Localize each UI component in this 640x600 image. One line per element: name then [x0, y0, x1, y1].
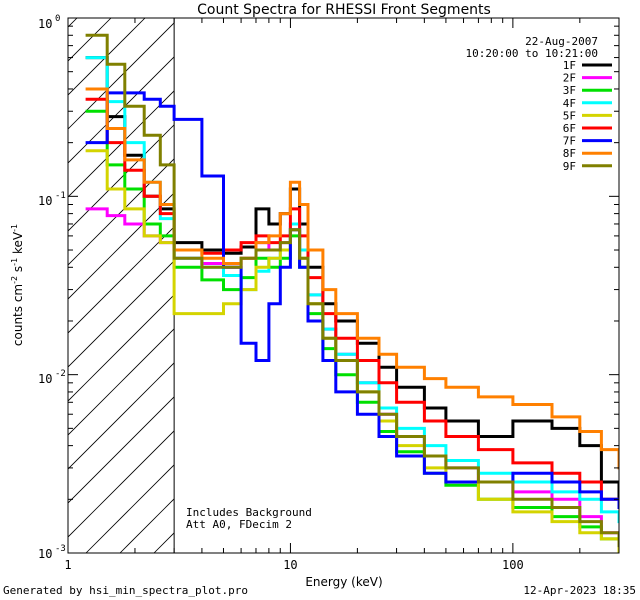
svg-text:10: 10: [38, 17, 52, 31]
series-line-9F: [85, 33, 619, 548]
svg-text:10: 10: [38, 547, 52, 561]
x-tick-label: 1: [64, 558, 71, 572]
hatch-line: [68, 396, 175, 504]
x-tick-label: 10: [283, 558, 297, 572]
legend-label: 5F: [563, 109, 576, 122]
footer-generated-by: Generated by hsi_min_spectra_plot.pro: [3, 584, 248, 597]
hatch-line: [68, 260, 175, 368]
hatch-line: [68, 56, 175, 164]
annotation-background: Includes Background: [186, 506, 312, 519]
x-tick-label: 100: [502, 558, 524, 572]
legend-label: 3F: [563, 84, 576, 97]
date-label: 22-Aug-2007: [525, 35, 598, 48]
y-axis-label: counts cm-2 s-1 keV-1: [10, 224, 25, 346]
legend-label: 4F: [563, 97, 576, 110]
y-tick-label: 10 -1: [38, 191, 66, 208]
hatch-line: [68, 18, 146, 96]
axis-ticks: [67, 17, 620, 554]
annotation-attenuator: Att A0, FDecim 2: [186, 518, 292, 531]
hatch-line: [68, 22, 175, 130]
time-range-label: 10:20:00 to 10:21:00: [466, 47, 598, 60]
y-tick-label: 10 -3: [38, 544, 66, 561]
chart-title: Count Spectra for RHESSI Front Segments: [197, 2, 491, 18]
x-axis-label: Energy (keV): [305, 575, 382, 589]
svg-text:10: 10: [38, 194, 52, 208]
legend-label: 8F: [563, 147, 576, 160]
plot-frame: [67, 17, 620, 554]
y-tick-label: 10 0: [38, 14, 60, 31]
legend-label: 2F: [563, 72, 576, 85]
y-tick-label: 10 -2: [38, 369, 66, 386]
hatch-line: [68, 430, 175, 538]
svg-text:-2: -2: [55, 369, 66, 379]
threshold-hatch: [68, 18, 175, 553]
svg-text:10: 10: [38, 372, 52, 386]
svg-text:-1: -1: [55, 191, 66, 201]
svg-text:0: 0: [55, 14, 60, 24]
legend-label: 7F: [563, 135, 576, 148]
footer-timestamp: 12-Apr-2023 18:35: [523, 584, 636, 597]
legend-label: 9F: [563, 160, 576, 173]
legend-label: 6F: [563, 122, 576, 135]
series-group: [85, 33, 619, 553]
hatch-line: [68, 192, 175, 300]
hatch-line: [68, 362, 175, 470]
svg-text:-3: -3: [55, 544, 66, 554]
hatch-line: [68, 226, 175, 334]
legend-label: 1F: [563, 59, 576, 72]
